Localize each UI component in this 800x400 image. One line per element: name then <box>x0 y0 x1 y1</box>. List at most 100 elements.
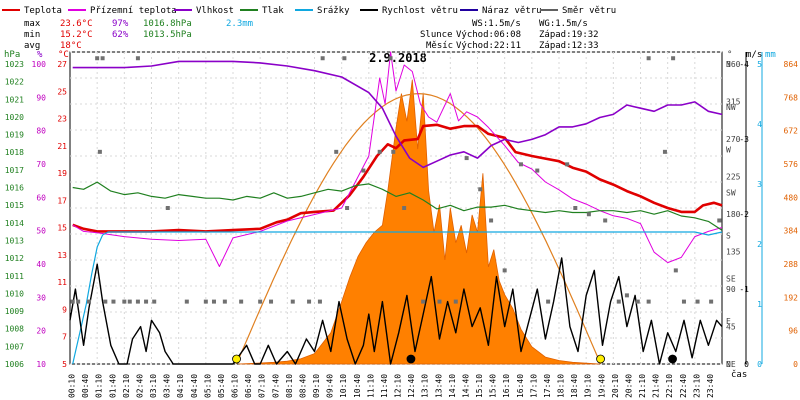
tick-c: 15 <box>57 224 67 233</box>
stat-max-rain: 2.3mm <box>226 19 253 29</box>
wind-direction-mark <box>76 299 81 304</box>
wind-direction-mark <box>535 168 540 173</box>
stat-max-press: 1016.8hPa <box>143 19 192 29</box>
gust-mark <box>100 56 105 61</box>
series-line-rychlost-větru <box>69 257 723 365</box>
wind-direction-mark <box>546 299 551 304</box>
info-sun-label: Slunce <box>420 30 453 40</box>
tick-ms-neg: 0 <box>744 360 749 369</box>
tick-x: 15:10 <box>475 374 484 398</box>
tick-x: 00:40 <box>81 374 90 398</box>
tick-x: 07:10 <box>258 374 267 398</box>
tick-pct: 10 <box>36 360 46 369</box>
tick-x: 13:40 <box>434 374 443 398</box>
tick-pct: 40 <box>36 260 46 269</box>
tick-c: 9 <box>62 305 67 314</box>
tick-x: 19:10 <box>584 374 593 398</box>
wind-direction-mark <box>222 299 227 304</box>
wind-direction-mark <box>269 299 274 304</box>
tick-x: 01:40 <box>108 374 117 398</box>
wind-direction-mark <box>478 187 483 192</box>
tick-x: 11:40 <box>380 374 389 398</box>
stat-avg-label: avg <box>24 41 40 51</box>
tick-pct: 70 <box>36 160 46 169</box>
tick-x: 10:10 <box>339 374 348 398</box>
axis-x-label: čas <box>731 369 747 380</box>
wind-direction-mark <box>695 299 700 304</box>
gust-mark <box>671 56 676 61</box>
tick-radiation: 384 <box>784 227 799 236</box>
series-line-tlak <box>72 181 723 231</box>
stat-max-label: max <box>24 19 41 29</box>
tick-x: 20:10 <box>611 374 620 398</box>
tick-x: 01:10 <box>95 374 104 398</box>
moonrise-marker <box>668 354 677 364</box>
moonset-marker <box>406 354 416 364</box>
wind-direction-mark <box>635 299 640 304</box>
wind-direction-mark <box>97 149 102 154</box>
tick-x: 06:40 <box>244 374 253 398</box>
wind-direction-mark <box>624 293 629 298</box>
tick-radiation: 480 <box>784 193 799 202</box>
wind-direction-mark <box>290 299 295 304</box>
tick-layer: 1023102210211020101910181017101610151014… <box>5 52 798 398</box>
tick-x: 18:10 <box>557 374 566 398</box>
tick-pct: 80 <box>36 127 46 136</box>
tick-c: 19 <box>57 169 67 178</box>
tick-x: 12:10 <box>394 374 403 398</box>
wind-direction-mark <box>565 162 570 167</box>
gust-mark <box>646 56 651 61</box>
tick-x: 04:10 <box>176 374 185 398</box>
tick-x: 10:40 <box>353 374 362 398</box>
tick-deg: 225 <box>726 173 741 182</box>
wind-direction-mark <box>127 299 132 304</box>
tick-x: 07:40 <box>271 374 280 398</box>
stat-min-hum: 62% <box>112 30 129 40</box>
wind-direction-mark <box>717 218 722 223</box>
info-moon-label: Měsíc <box>426 41 453 51</box>
gust-mark <box>135 56 140 61</box>
axis-unit-c: °C <box>58 50 69 60</box>
radiation-area <box>238 79 600 365</box>
tick-x: 22:40 <box>679 374 688 398</box>
tick-x: 02:40 <box>135 374 144 398</box>
wind-direction-mark <box>135 299 140 304</box>
series-line-srážky <box>72 231 723 365</box>
tick-ms: 0 <box>757 360 762 369</box>
tick-x: 19:40 <box>597 374 606 398</box>
axis-unit-labels: hPa % °C ° m/s mm čas <box>4 50 776 380</box>
tick-deg: 360 <box>726 60 741 69</box>
tick-x: 00:10 <box>68 374 77 398</box>
info-sun-set: Západ:19:32 <box>539 30 599 40</box>
tick-ms-neg: -2 <box>739 210 749 219</box>
sunset-marker <box>596 354 605 364</box>
tick-hpa: 1022 <box>5 78 24 87</box>
wind-direction-mark <box>518 162 523 167</box>
tick-hpa: 1007 <box>5 342 24 351</box>
wind-direction-mark <box>402 206 407 210</box>
wind-direction-mark <box>673 268 678 273</box>
tick-pct: 90 <box>36 93 46 102</box>
tick-x: 18:40 <box>570 374 579 398</box>
stat-avg-temp: 18°C <box>60 41 82 51</box>
tick-x: 21:10 <box>638 374 647 398</box>
tick-deg: 45 <box>726 323 736 332</box>
sun-elevation-curve <box>235 92 602 365</box>
legend-label: Přízemní teplota <box>90 6 177 16</box>
tick-ms-neg: -4 <box>739 60 749 69</box>
tick-ms: 4 <box>757 120 762 129</box>
tick-x: 23:40 <box>706 374 715 398</box>
tick-hpa: 1019 <box>5 131 24 140</box>
wind-direction-mark <box>103 299 108 304</box>
wind-direction-mark <box>709 299 714 304</box>
wind-direction-mark <box>184 299 189 304</box>
tick-x: 05:10 <box>203 374 212 398</box>
legend-label: Vlhkost <box>196 6 234 16</box>
axis-unit-ms: m/s <box>746 50 762 60</box>
legend: Teplota Přízemní teplota Vlhkost Tlak Srážky… <box>2 6 616 16</box>
tick-c: 27 <box>57 60 67 69</box>
tick-deg: 180 <box>726 210 741 219</box>
wind-direction-mark <box>502 268 507 273</box>
tick-hpa: 1009 <box>5 307 24 316</box>
tick-radiation: 672 <box>784 127 799 136</box>
